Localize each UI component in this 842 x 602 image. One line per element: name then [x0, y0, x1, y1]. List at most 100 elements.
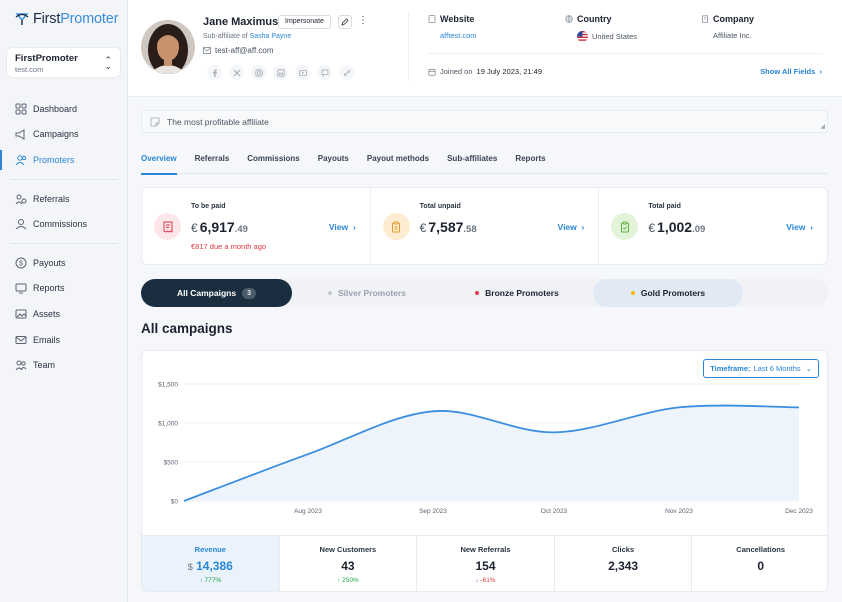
impersonate-button[interactable]: Impersonate [278, 15, 331, 29]
calendar-icon [428, 68, 436, 76]
chevron-right-icon: › [817, 67, 822, 76]
section-title: All campaigns [141, 321, 233, 336]
tab-payouts[interactable]: Payouts [317, 154, 349, 163]
metric-clicks[interactable]: Clicks 2,343 [555, 536, 693, 591]
avatar-image [141, 20, 195, 74]
y-tick-label: $1,000 [158, 421, 178, 428]
nav-divider [10, 242, 118, 244]
sidebar-item-label: Emails [33, 334, 61, 345]
view-total-unpaid-link[interactable]: View › [557, 222, 585, 232]
clipboard-check-icon [611, 213, 639, 240]
pencil-icon [341, 18, 349, 26]
mail-icon [15, 335, 27, 344]
logo-text: FirstPromoter [33, 11, 119, 27]
y-tick-label: $1,500 [158, 382, 178, 389]
stat-total-unpaid: Total unpaid €7,587.58 View › [371, 188, 600, 264]
document-icon [428, 15, 436, 23]
metric-new-customers[interactable]: New Customers 43 ↑ 250% [280, 536, 418, 591]
metric-change: ↑ 250% [337, 577, 359, 584]
instagram-icon[interactable] [251, 65, 266, 80]
website-value[interactable]: afftest.com [440, 31, 477, 40]
sidebar-item-payouts[interactable]: $ Payouts [0, 250, 128, 276]
metric-change: ↑ 777% [199, 577, 222, 584]
sidebar-item-label: Dashboard [33, 103, 78, 114]
youtube-icon[interactable] [295, 65, 310, 80]
sidebar-item-team[interactable]: Team [0, 352, 128, 378]
reports-icon [15, 283, 27, 294]
show-all-fields-link[interactable]: Show All Fields › [760, 67, 822, 76]
x-tick-label: Oct 2023 [541, 508, 568, 515]
sidebar-item-dashboard[interactable]: Dashboard [0, 96, 128, 122]
promoter-name: Jane Maximus [203, 16, 279, 28]
receipt-icon [154, 213, 181, 240]
country-field: Country United States [565, 14, 637, 42]
subaffiliate-info: Sub-affiliate of Sasha Payne [203, 33, 292, 40]
tab-referrals[interactable]: Referrals [194, 154, 230, 163]
link-icon[interactable] [339, 65, 354, 80]
sidebar-item-label: Campaigns [33, 129, 79, 140]
sidebar-item-label: Team [33, 360, 56, 371]
country-label: Country [577, 14, 612, 24]
segment-gold-promoters[interactable]: Gold Promoters [593, 279, 743, 307]
svg-text:$: $ [19, 260, 23, 267]
company-field: Company Affiliate Inc. [701, 14, 754, 40]
metric-revenue[interactable]: Revenue $ 14,386 ↑ 777% [142, 536, 280, 591]
note-icon [150, 117, 160, 126]
account-domain: test.com [15, 65, 44, 74]
tab-sub-affiliates[interactable]: Sub-affiliates [447, 154, 498, 163]
chevron-right-icon: › [350, 222, 356, 232]
note-field[interactable]: The most profitable affiliate ◢ [141, 110, 828, 133]
metric-change: ↓ -61% [475, 577, 496, 584]
sidebar-item-referrals[interactable]: Referrals [0, 186, 128, 212]
joined-date: Joined on 19 July 2023, 21:49 [428, 67, 542, 76]
us-flag-icon [577, 31, 588, 42]
email-row: test-aff@aff.com [203, 46, 274, 55]
stat-to-be-paid: To be paid €6,917.49 €817 due a month ag… [142, 188, 371, 264]
bronze-dot-icon [475, 291, 480, 295]
website-label: Website [440, 14, 475, 24]
view-total-paid-link[interactable]: View › [786, 222, 814, 232]
metric-value: $ 14,386 [187, 559, 233, 573]
view-to-be-paid-link[interactable]: View › [328, 222, 356, 232]
more-options-icon[interactable]: ⋮ [358, 15, 368, 26]
segment-all-campaigns[interactable]: All Campaigns 3 [141, 279, 292, 307]
sidebar-item-label: Commissions [33, 219, 88, 230]
logo[interactable]: FirstPromoter [14, 11, 118, 27]
social-links [207, 65, 354, 80]
tab-commissions[interactable]: Commissions [247, 154, 300, 163]
sidebar-item-assets[interactable]: Assets [0, 301, 128, 327]
avatar [141, 20, 195, 74]
chevron-down-icon: ⌄ [803, 364, 812, 373]
sidebar-item-campaigns[interactable]: Campaigns [0, 122, 128, 148]
sidebar-item-reports[interactable]: Reports [0, 276, 128, 302]
header-rule [428, 53, 822, 54]
metric-label: Revenue [194, 545, 226, 554]
tab-reports[interactable]: Reports [515, 154, 546, 163]
chat-icon[interactable] [317, 65, 332, 80]
clipboard-icon [382, 213, 410, 240]
referrals-icon [15, 194, 27, 204]
area-fill [184, 405, 799, 501]
metric-new-referrals[interactable]: New Referrals 154 ↓ -61% [417, 536, 555, 591]
sidebar-item-commissions[interactable]: Commissions [0, 211, 128, 237]
sidebar-item-emails[interactable]: Emails [0, 327, 128, 353]
facebook-icon[interactable] [207, 65, 222, 80]
tab-payout-methods[interactable]: Payout methods [366, 154, 430, 163]
timeframe-dropdown[interactable]: Timeframe: Last 6 Months ⌄ [703, 359, 819, 378]
tab-overview[interactable]: Overview [141, 154, 195, 175]
metric-cancellations[interactable]: Cancellations 0 [692, 536, 827, 591]
segment-bronze-promoters[interactable]: Bronze Promoters [442, 279, 592, 307]
x-icon[interactable] [229, 65, 244, 80]
parent-affiliate-link[interactable]: Sasha Payne [249, 33, 292, 40]
resize-handle-icon[interactable]: ◢ [820, 124, 825, 130]
promoter-header: Jane Maximus Impersonate ⋮ Sub-affiliate… [128, 0, 842, 97]
linkedin-icon[interactable] [273, 65, 288, 80]
company-label: Company [713, 14, 755, 24]
metric-value: 2,343 [608, 559, 639, 573]
sidebar-item-promoters[interactable]: Promoters [0, 147, 128, 173]
account-switcher[interactable]: FirstPromoter test.com ⌃ ⌄ [6, 47, 121, 78]
commission-icon [15, 219, 27, 230]
campaign-count-badge: 3 [242, 287, 256, 299]
edit-button[interactable] [338, 15, 352, 29]
segment-silver-promoters[interactable]: Silver Promoters [292, 279, 442, 307]
